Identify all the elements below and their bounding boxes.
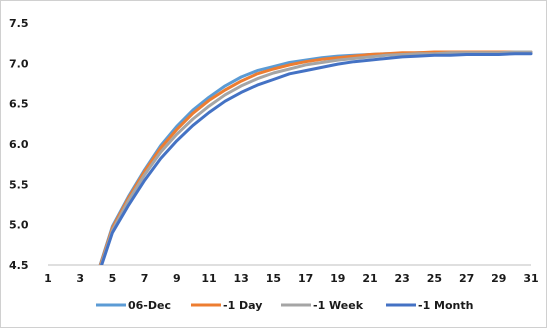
legend: 06-Dec -1 Day -1 Week -1 Month: [96, 299, 473, 312]
x-tick-label: 27: [459, 272, 474, 285]
x-tick-label: 29: [491, 272, 506, 285]
y-tick-label: 4.5: [9, 259, 29, 272]
x-tick-label: 13: [234, 272, 249, 285]
x-tick-label: 11: [201, 272, 216, 285]
series-line-3: [100, 52, 533, 265]
x-axis: 1 3 5 7 9 11 13 15 17 19 21 23 25 27 29 31: [44, 264, 539, 285]
x-tick-label: 19: [330, 272, 345, 285]
y-tick-label: 7.0: [9, 57, 29, 70]
x-tick-label: 9: [173, 272, 181, 285]
y-tick-label: 7.5: [9, 17, 29, 30]
x-tick-label: 1: [44, 272, 52, 285]
x-tick-label: 31: [523, 272, 538, 285]
series-lines: [98, 50, 533, 265]
legend-label-2: -1 Week: [313, 299, 364, 312]
series-line-1: [98, 50, 533, 265]
x-tick-label: 7: [141, 272, 149, 285]
series-line-0: [98, 51, 533, 265]
x-tick-label: 25: [427, 272, 442, 285]
y-tick-label: 6.5: [9, 98, 29, 111]
legend-label-0: 06-Dec: [128, 299, 171, 312]
x-tick-label: 21: [362, 272, 377, 285]
y-axis: 4.5 5.0 5.5 6.0 6.5 7.0 7.5: [9, 17, 29, 272]
x-tick-label: 17: [298, 272, 313, 285]
y-tick-label: 5.0: [9, 219, 29, 232]
x-tick-label: 3: [76, 272, 84, 285]
series-line-2: [99, 50, 533, 265]
x-tick-label: 15: [266, 272, 281, 285]
x-tick-label: 5: [109, 272, 117, 285]
legend-label-3: -1 Month: [418, 299, 473, 312]
legend-label-1: -1 Day: [223, 299, 262, 312]
x-tick-label: 23: [395, 272, 410, 285]
y-tick-label: 5.5: [9, 178, 29, 191]
y-tick-label: 6.0: [9, 138, 29, 151]
